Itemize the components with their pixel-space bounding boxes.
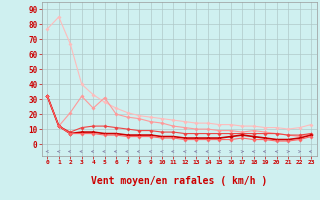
X-axis label: Vent moyen/en rafales ( km/h ): Vent moyen/en rafales ( km/h ) [91, 176, 267, 186]
